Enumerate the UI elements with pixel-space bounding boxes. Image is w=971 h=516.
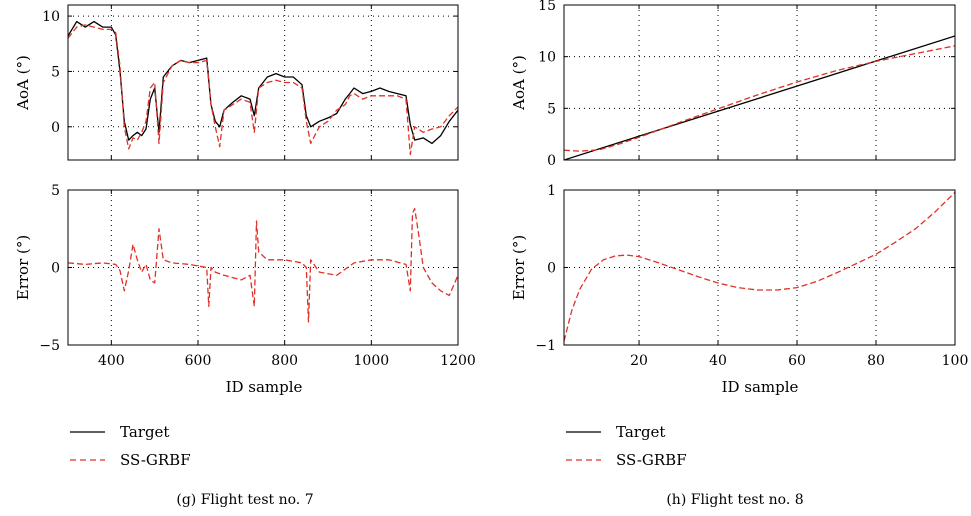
legend-target-label: Target <box>120 423 169 441</box>
series-target <box>564 35 955 160</box>
caption-g: (g) Flight test no. 7 <box>176 492 313 508</box>
y-tick-label: 0 <box>547 261 556 277</box>
legend-g: Target SS-GRBF <box>70 423 191 469</box>
chart-g-aoa: 0 5 10 AoA (°) <box>14 4 459 161</box>
xlabel-g: ID sample <box>226 378 303 396</box>
caption-h: (h) Flight test no. 8 <box>666 492 803 508</box>
series-ss-grbf <box>564 191 955 342</box>
y-tick-label: 10 <box>538 50 556 66</box>
y-tick-label: 0 <box>547 153 556 169</box>
y-tick-label: 5 <box>51 183 60 199</box>
legend-ssgrbf-label: SS-GRBF <box>120 451 191 469</box>
x-tick-label: 100 <box>942 353 969 369</box>
legend-ssgrbf-label: SS-GRBF <box>616 451 687 469</box>
xlabel-h: ID sample <box>722 378 799 396</box>
y-axis-label: Error (°) <box>510 235 528 300</box>
y-axis-label: AoA (°) <box>14 55 32 111</box>
x-tick-label: 800 <box>271 353 298 369</box>
x-tick-label: 60 <box>788 353 806 369</box>
x-tick-label: 80 <box>867 353 885 369</box>
plot-frame <box>67 4 459 161</box>
legend-h: Target SS-GRBF <box>566 423 687 469</box>
chart-h-error: −1 0 1 20 40 60 80 100 Error (°) <box>510 183 968 369</box>
y-tick-label: 10 <box>42 9 60 25</box>
x-tick-label: 600 <box>185 353 212 369</box>
plot-frame <box>563 4 956 161</box>
x-tick-label: 40 <box>709 353 727 369</box>
series-ss-grbf <box>68 207 458 323</box>
y-tick-label: 1 <box>547 183 556 199</box>
x-tick-label: 20 <box>630 353 648 369</box>
y-axis-label: Error (°) <box>14 235 32 300</box>
y-tick-label: 0 <box>51 261 60 277</box>
y-axis-label: AoA (°) <box>510 55 528 111</box>
y-tick-label: −5 <box>39 338 60 354</box>
chart-g-error: −5 0 5 400 600 800 1000 1200 Error (°) <box>14 183 476 369</box>
series-ss-grbf <box>564 45 955 152</box>
y-tick-label: 15 <box>538 0 556 14</box>
y-tick-label: 5 <box>547 101 556 117</box>
legend-target-label: Target <box>616 423 665 441</box>
y-tick-label: 0 <box>51 120 60 136</box>
series-target <box>68 20 458 145</box>
x-tick-label: 400 <box>98 353 125 369</box>
x-tick-label: 1200 <box>440 353 476 369</box>
series-ss-grbf <box>68 24 458 156</box>
x-tick-label: 1000 <box>354 353 390 369</box>
y-tick-label: 5 <box>51 64 60 80</box>
y-tick-label: −1 <box>535 338 556 354</box>
chart-h-aoa: 0 5 10 15 AoA (°) <box>510 0 956 169</box>
